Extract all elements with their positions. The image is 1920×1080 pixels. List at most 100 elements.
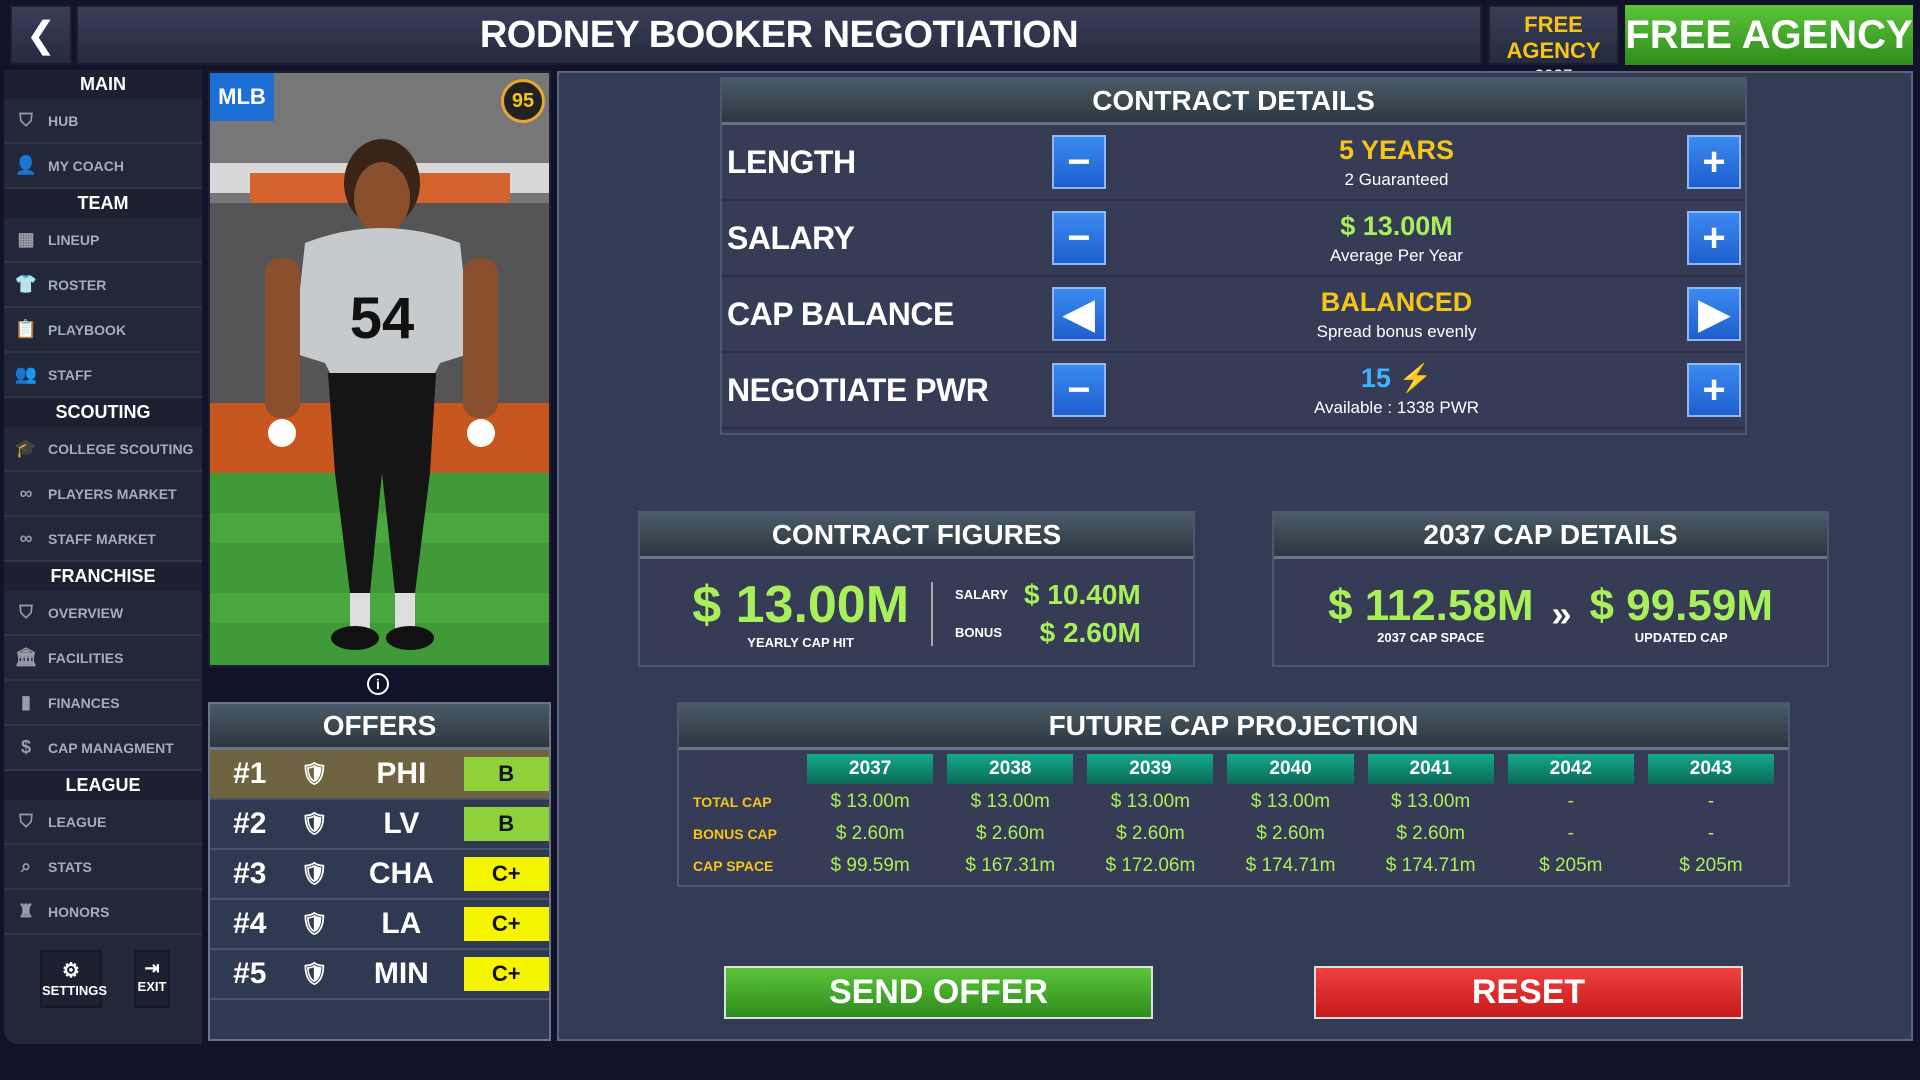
- sidebar-item-lineup[interactable]: ▦ LINEUP: [4, 218, 202, 263]
- sidebar-item-staff-market[interactable]: ∞ STAFF MARKET: [4, 517, 202, 562]
- sidebar-item-label: PLAYERS MARKET: [48, 485, 177, 502]
- back-button[interactable]: ❮: [10, 5, 72, 65]
- cap-details-title: 2037 CAP DETAILS: [1274, 513, 1827, 559]
- sidebar-item-my-coach[interactable]: 👤 MY COACH: [4, 144, 202, 189]
- sidebar-item-finances[interactable]: ▮ FINANCES: [4, 681, 202, 726]
- offer-rank: #3: [233, 857, 267, 890]
- sidebar-item-stats[interactable]: ⌕ STATS: [4, 845, 202, 890]
- offer-team: LA: [381, 907, 422, 940]
- projection-value: -: [1707, 823, 1715, 844]
- team-logo-icon: 🛡: [300, 811, 329, 836]
- projection-value: $ 172.06m: [1105, 855, 1196, 876]
- projection-value: $ 2.60m: [975, 823, 1045, 844]
- contract-row-cap-balance: CAP BALANCE ◀ BALANCED Spread bonus even…: [722, 277, 1745, 353]
- contract-figures-panel: CONTRACT FIGURES $ 13.00M YEARLY CAP HIT…: [638, 511, 1195, 667]
- sidebar-item-hub[interactable]: ⛉ HUB: [4, 99, 202, 144]
- projection-year: 2041: [1367, 754, 1494, 784]
- salary-increase-button[interactable]: +: [1687, 211, 1741, 265]
- building-icon: 🏛: [14, 647, 38, 667]
- sidebar-item-label: CAP MANAGMENT: [48, 739, 174, 756]
- sidebar-item-roster[interactable]: 👕 ROSTER: [4, 263, 202, 308]
- sidebar-item-cap-managment[interactable]: $ CAP MANAGMENT: [4, 726, 202, 771]
- exit-button[interactable]: ⇥ EXIT: [134, 950, 170, 1008]
- sidebar-item-college-scouting[interactable]: 🎓 COLLEGE SCOUTING: [4, 427, 202, 472]
- projection-value: $ 174.71m: [1385, 855, 1476, 876]
- projection-title: FUTURE CAP PROJECTION: [679, 704, 1788, 750]
- projection-value: $ 2.60m: [1116, 823, 1185, 844]
- bonus-label: BONUS: [955, 625, 1002, 640]
- offer-grade: C+: [463, 907, 549, 941]
- cap-balance-increase-button[interactable]: ▶: [1687, 287, 1741, 341]
- projection-value: -: [1707, 791, 1715, 812]
- lightning-icon: ⚡: [1390, 363, 1433, 393]
- length-decrease-button[interactable]: −: [1052, 135, 1106, 189]
- sidebar-item-overview[interactable]: ⛉ OVERVIEW: [4, 591, 202, 636]
- sidebar-item-label: STAFF: [48, 366, 93, 383]
- exit-label: EXIT: [137, 979, 167, 994]
- projection-value: $ 13.00m: [1250, 791, 1331, 812]
- projection-year: 2037: [807, 754, 934, 784]
- cap-balance-decrease-button[interactable]: ◀: [1052, 287, 1106, 341]
- projection-row: CAP SPACE $ 99.59m $ 167.31m $ 172.06m $ 174…: [693, 852, 1774, 880]
- exit-icon: ⇥: [144, 958, 160, 978]
- info-icon[interactable]: i: [367, 673, 389, 695]
- sidebar-item-facilities[interactable]: 🏛 FACILITIES: [4, 636, 202, 681]
- jersey-number: 54: [350, 286, 415, 351]
- team-logo-icon: 🛡: [300, 861, 329, 886]
- projection-value: $ 13.00m: [830, 791, 910, 812]
- sidebar-section-title: TEAM: [4, 189, 202, 218]
- projection-year: 2039: [1087, 754, 1214, 784]
- length-increase-button[interactable]: +: [1687, 135, 1741, 189]
- sidebar-item-staff[interactable]: 👥 STAFF: [4, 353, 202, 398]
- cap-balance-value: BALANCED: [1320, 286, 1473, 317]
- negotiate-pwr-decrease-button[interactable]: −: [1052, 363, 1106, 417]
- free-agency-button[interactable]: FREE AGENCY: [1625, 5, 1913, 65]
- sidebar-item-label: HONORS: [48, 903, 110, 920]
- sidebar-item-league[interactable]: ⛉ LEAGUE: [4, 800, 202, 845]
- negotiate-pwr-subtext: Available : 1338 PWR: [1313, 398, 1480, 417]
- offer-grade: B: [463, 807, 549, 841]
- projection-year: 2042: [1507, 754, 1634, 784]
- graduation-cap-icon: 🎓: [14, 438, 38, 458]
- offer-row[interactable]: #1 🛡 PHI B: [210, 750, 549, 800]
- board-icon: ▦: [17, 229, 35, 249]
- projection-value: -: [1567, 791, 1574, 812]
- sidebar-section-title: FRANCHISE: [4, 562, 202, 591]
- sidebar-item-label: MY COACH: [48, 157, 124, 174]
- offer-row[interactable]: #3 🛡 CHA C+: [210, 850, 549, 900]
- offer-row[interactable]: #4 🛡 LA C+: [210, 900, 549, 950]
- sidebar-section-title: SCOUTING: [4, 398, 202, 427]
- reset-button[interactable]: RESET: [1314, 966, 1743, 1019]
- offers-panel: OFFERS #1 🛡 PHI B #2 🛡 LV B #3 🛡 CHA C+ #4 🛡 LA C+ #5 🛡 MI…: [208, 702, 551, 1041]
- salary-decrease-button[interactable]: −: [1052, 211, 1106, 265]
- trophy-icon: ♜: [17, 901, 35, 921]
- projection-value: $ 13.00m: [970, 791, 1050, 812]
- future-cap-projection-panel: FUTURE CAP PROJECTION 2037 2038 2039 2040 20…: [677, 702, 1790, 887]
- negotiate-pwr-increase-button[interactable]: +: [1687, 363, 1741, 417]
- sidebar-item-playbook[interactable]: 📋 PLAYBOOK: [4, 308, 202, 353]
- shield-icon: ⛉: [19, 110, 33, 130]
- yearly-cap-hit-label: YEARLY CAP HIT: [747, 634, 854, 650]
- sidebar-item-label: LINEUP: [48, 231, 100, 248]
- salary-label: SALARY: [955, 587, 1009, 602]
- settings-label: SETTINGS: [42, 983, 108, 998]
- sidebar-item-players-market[interactable]: ∞ PLAYERS MARKET: [4, 472, 202, 517]
- offer-row[interactable]: #2 🛡 LV B: [210, 800, 549, 850]
- player-illustration: 54: [210, 73, 549, 665]
- offer-grade: B: [463, 757, 549, 791]
- send-offer-button[interactable]: SEND OFFER: [724, 966, 1153, 1019]
- offer-grade: C+: [463, 857, 549, 891]
- updated-cap: $ 99.59M: [1589, 580, 1773, 630]
- offer-row[interactable]: #5 🛡 MIN C+: [210, 950, 549, 1000]
- page-title: RODNEY BOOKER NEGOTIATION: [479, 13, 1079, 56]
- sidebar-item-honors[interactable]: ♜ HONORS: [4, 890, 202, 935]
- shield-icon: ⛉: [19, 811, 33, 831]
- salary-subtext: Average Per Year: [1330, 245, 1463, 265]
- projection-row: TOTAL CAP $ 13.00m $ 13.00m $ 13.00m $ 13.00…: [693, 788, 1774, 816]
- projection-table: 2037 2038 2039 2040 2041 2042 2043 TOTAL CAP $ 1…: [679, 750, 1788, 884]
- clipboard-icon: 📋: [14, 319, 38, 339]
- reset-label: RESET: [1471, 973, 1586, 1011]
- settings-button[interactable]: ⚙ SETTINGS: [40, 950, 108, 1008]
- sidebar-item-label: LEAGUE: [48, 813, 107, 830]
- binoculars-icon: ∞: [19, 483, 33, 503]
